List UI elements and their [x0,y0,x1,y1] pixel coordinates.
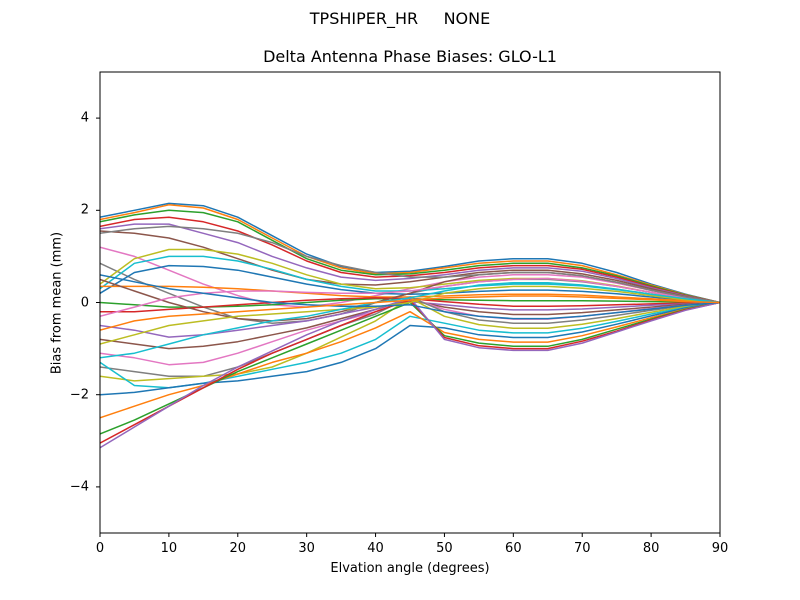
chart-title: Delta Antenna Phase Biases: GLO-L1 [263,47,557,66]
y-tick-label: 2 [80,202,89,218]
series-line [100,204,720,304]
x-tick-label: 60 [505,541,522,556]
series-line [100,264,720,304]
series-line [100,274,720,320]
x-tick-label: 20 [229,541,247,556]
series-line [100,246,720,308]
series-line [100,225,720,304]
x-tick-label: 90 [711,541,729,556]
x-tick-label: 50 [436,541,453,556]
figure-suptitle: TPSHIPER_HR NONE [309,9,491,28]
x-tick-label: 0 [95,541,105,556]
series-line [100,230,720,304]
x-tick-label: 70 [573,541,591,556]
series-line [100,209,720,304]
y-tick-label: 0 [80,295,89,310]
y-tick-label: −4 [69,479,89,495]
x-tick-label: 10 [160,541,178,556]
series-line [100,281,720,359]
series-line [100,202,720,304]
series-line [100,301,720,396]
x-tick-label: 30 [298,541,315,556]
x-tick-label: 40 [367,541,384,556]
x-axis-label: Elvation angle (degrees) [330,561,490,576]
axis-ticks [96,117,721,537]
y-tick-label: 4 [80,110,89,126]
y-tick-label: −2 [69,387,89,403]
series-line [100,223,720,304]
x-tick-label: 80 [642,541,660,556]
series-line [100,295,720,331]
y-axis-label: Bias from mean (mm) [49,231,65,375]
series-line [100,216,720,304]
series-line [100,285,720,345]
plot-lines [100,202,720,449]
